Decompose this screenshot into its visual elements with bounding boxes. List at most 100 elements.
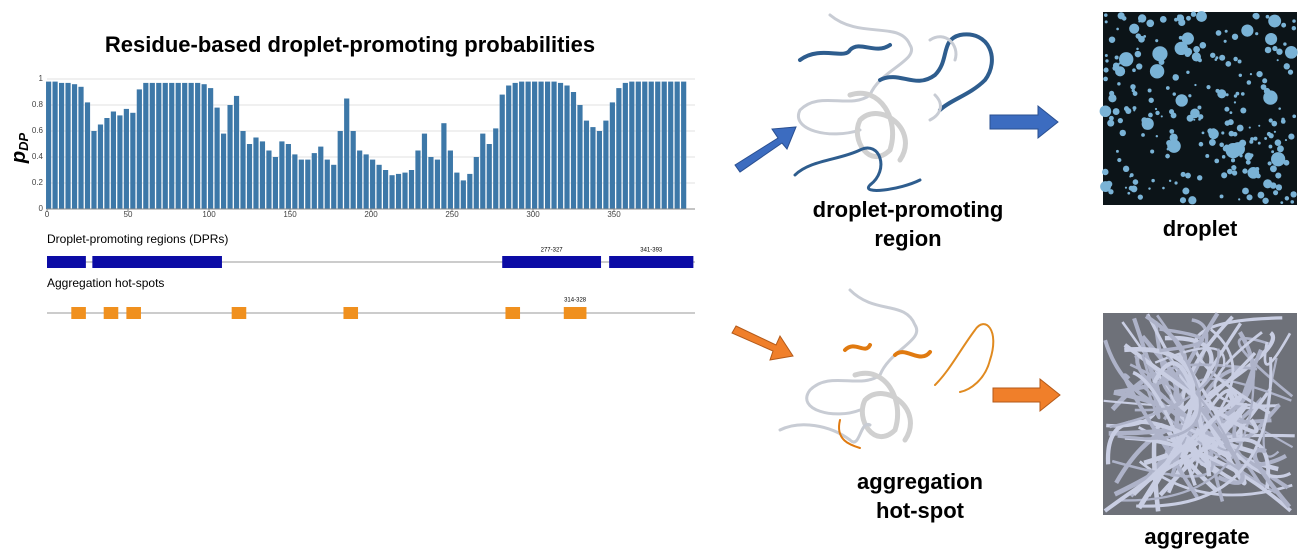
droplet-dot (1117, 158, 1122, 163)
track-segment (103, 307, 119, 319)
bar (52, 81, 58, 209)
droplet-dot (1116, 149, 1119, 153)
bar (46, 81, 52, 209)
bar (583, 120, 590, 209)
fiber (1165, 354, 1231, 452)
droplet-dot (1231, 170, 1238, 176)
droplet-dot (1233, 56, 1238, 62)
droplet-dot (1130, 185, 1138, 193)
fiber (1181, 328, 1235, 456)
droplet-dot (1224, 106, 1230, 112)
droplet-dot (1241, 24, 1254, 37)
y-label-sub: DP (16, 133, 31, 151)
droplet-dot (1206, 85, 1211, 90)
bar (642, 81, 648, 209)
bar (182, 82, 188, 209)
bar (538, 81, 544, 209)
x-tick-label: 200 (364, 210, 378, 219)
droplet-dot (1130, 84, 1136, 90)
bar (389, 175, 395, 209)
droplet-dot (1256, 70, 1263, 78)
droplet-dot (1217, 89, 1227, 99)
track-segment (92, 256, 222, 268)
droplet-dot (1127, 191, 1131, 195)
droplet-dot (1116, 27, 1119, 31)
bar (324, 159, 330, 209)
droplet-dot (1132, 106, 1137, 111)
bar (311, 153, 317, 209)
droplet-dot (1117, 117, 1123, 124)
bar (169, 82, 175, 209)
droplet-dot (1237, 59, 1242, 64)
x-tick-label: 150 (283, 210, 297, 219)
droplet-dot (1174, 181, 1178, 185)
droplet-dot (1225, 143, 1241, 159)
droplet-dot (1167, 139, 1181, 153)
droplet-dot (1225, 93, 1229, 97)
droplet-dot (1122, 165, 1130, 173)
droplet-dot (1194, 83, 1197, 87)
bar (130, 112, 136, 209)
droplet-dot (1115, 66, 1126, 77)
droplet-dot (1281, 22, 1287, 28)
fiber (1111, 384, 1214, 478)
droplet-dot (1198, 141, 1204, 147)
droplet-dot (1231, 165, 1234, 169)
droplet-dot (1114, 55, 1119, 60)
droplet-dot (1132, 91, 1138, 96)
bar (596, 131, 603, 209)
fiber (1117, 314, 1202, 440)
droplet-dot (1219, 194, 1224, 199)
bar (318, 146, 324, 209)
droplet-dot (1105, 180, 1113, 188)
droplet-dot (1155, 110, 1160, 116)
droplet-dot (1137, 194, 1143, 200)
droplet-dot (1190, 108, 1200, 119)
droplet-dot (1245, 159, 1251, 165)
bar (655, 81, 661, 209)
droplet-dot (1214, 58, 1218, 61)
bar (486, 144, 492, 209)
bar (357, 150, 363, 209)
bar (512, 82, 518, 209)
arrow-orange-right (992, 377, 1061, 413)
droplet-dot (1124, 186, 1128, 189)
droplet-dot (1288, 133, 1295, 140)
droplet-dot (1136, 47, 1139, 51)
droplet-dot (1197, 175, 1203, 181)
droplet-dot (1215, 30, 1222, 36)
droplet-dot (1138, 20, 1141, 23)
bar (91, 131, 97, 209)
droplet-dot (1227, 168, 1233, 175)
droplet-dot (1134, 50, 1142, 58)
droplet-dot (1148, 112, 1153, 118)
droplet-dot (1276, 59, 1279, 62)
droplet-dot (1271, 120, 1278, 127)
bar (259, 141, 266, 209)
droplet-dot (1260, 84, 1267, 90)
droplet-dot (1246, 194, 1253, 201)
y-axis-label: pDP (8, 133, 31, 165)
bar (408, 170, 415, 209)
droplet-dot (1235, 91, 1240, 96)
track-segment (47, 256, 86, 268)
droplet-dot (1239, 154, 1243, 158)
bar (285, 144, 291, 209)
bar (564, 85, 570, 209)
bar (292, 154, 298, 209)
bar (544, 81, 551, 209)
fiber (1122, 373, 1199, 499)
bar (201, 84, 207, 209)
droplet-dot (1129, 23, 1140, 34)
bar (415, 150, 421, 209)
droplet-dot (1132, 68, 1136, 73)
droplet-dot (1228, 130, 1235, 137)
droplet-dot (1175, 94, 1188, 107)
droplet-dot (1198, 114, 1204, 120)
droplet-dot (1268, 144, 1273, 149)
droplet-dot (1284, 139, 1288, 142)
hotspot-label: aggregation (857, 469, 983, 494)
droplet-dot (1229, 111, 1233, 115)
droplet-dot (1150, 149, 1155, 154)
bar (214, 107, 220, 209)
